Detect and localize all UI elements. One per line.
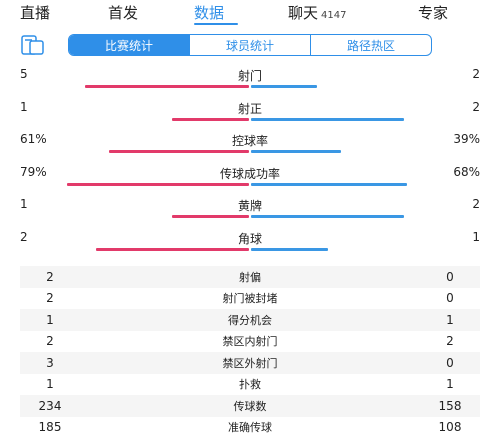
table-row: 1 得分机会 1 xyxy=(20,309,480,331)
stat-label: 传球数 xyxy=(233,399,267,413)
home-bar-track xyxy=(19,150,249,153)
home-value: 234 xyxy=(38,398,62,413)
table-row: 234 传球数 158 xyxy=(20,395,480,417)
away-value: 39% xyxy=(453,132,480,146)
away-value: 1 xyxy=(472,229,480,244)
away-bar-track xyxy=(251,247,481,251)
stat-bar-row: 61% 控球率 39% xyxy=(0,129,500,162)
home-value: 2 xyxy=(46,291,54,306)
stat-bar-row: 79% 传球成功率 68% xyxy=(0,162,500,195)
tab-chat[interactable]: 聊天 4147 xyxy=(288,2,346,23)
away-bar xyxy=(251,85,317,88)
away-bar-track xyxy=(251,150,481,153)
home-value: 2 xyxy=(46,269,54,284)
away-value: 1 xyxy=(446,377,454,392)
chat-count-badge: 4147 xyxy=(321,10,347,21)
stat-label: 扑救 xyxy=(239,378,261,392)
home-bar-track xyxy=(19,247,249,251)
home-bar-track xyxy=(19,85,249,88)
home-value: 1 xyxy=(46,312,54,327)
home-value: 79% xyxy=(20,164,47,179)
tab-match-stats[interactable]: 比赛统计 xyxy=(69,35,189,55)
home-bar xyxy=(95,247,249,251)
layout-switch-icon[interactable] xyxy=(20,33,46,57)
away-value: 108 xyxy=(438,420,462,435)
home-value: 185 xyxy=(38,420,62,435)
stat-label: 射偏 xyxy=(239,270,261,284)
sub-nav: 比赛统计 球员统计 路径热区 xyxy=(0,33,500,57)
home-bar xyxy=(108,150,249,153)
home-bar-track xyxy=(19,117,249,121)
stat-bar-row: 1 射正 2 xyxy=(0,97,500,130)
away-bar-track xyxy=(251,85,481,88)
away-value: 158 xyxy=(438,398,462,413)
away-value: 2 xyxy=(446,334,454,349)
stat-bars: 5 射门 2 1 射正 2 61% 控球率 39% 79% 传球成功率 68% 1 黄牌 2 2 角球 1 xyxy=(0,64,500,259)
stats-segment-control: 比赛统计 球员统计 路径热区 xyxy=(68,34,432,56)
stat-label: 禁区外射门 xyxy=(222,356,278,370)
table-row: 185 准确传球 108 xyxy=(20,417,480,439)
away-bar xyxy=(251,247,328,251)
stat-label: 射正 xyxy=(237,101,262,116)
home-value: 1 xyxy=(20,99,28,114)
away-value: 0 xyxy=(446,291,454,306)
stat-bar-row: 5 射门 2 xyxy=(0,64,500,97)
tab-data[interactable]: 数据 xyxy=(194,4,225,22)
tab-lineup[interactable]: 首发 xyxy=(108,4,139,22)
table-row: 3 禁区外射门 0 xyxy=(20,352,480,374)
table-row: 2 射门被封堵 0 xyxy=(20,288,480,310)
home-value: 2 xyxy=(20,229,28,244)
away-bar-track xyxy=(251,117,481,121)
stat-label: 射门被封堵 xyxy=(222,292,278,306)
away-value: 2 xyxy=(472,197,480,211)
home-value: 1 xyxy=(46,377,54,392)
home-value: 5 xyxy=(20,67,28,81)
stat-table: 2 射偏 0 2 射门被封堵 0 1 得分机会 1 2 禁区内射门 2 3 禁区外射门 0 1 扑救 1 234 传球… xyxy=(20,266,480,438)
home-value: 3 xyxy=(46,355,54,370)
away-value: 68% xyxy=(453,164,480,179)
away-bar-track xyxy=(251,215,481,218)
tab-live[interactable]: 直播 xyxy=(20,4,51,22)
stat-label: 控球率 xyxy=(231,134,268,148)
table-row: 2 禁区内射门 2 xyxy=(20,331,480,353)
home-bar xyxy=(172,215,249,218)
home-bar xyxy=(84,85,249,88)
stat-label: 准确传球 xyxy=(228,421,272,435)
stat-label: 传球成功率 xyxy=(219,166,280,181)
away-bar xyxy=(251,182,408,186)
away-value: 2 xyxy=(472,99,480,114)
stat-label: 禁区内射门 xyxy=(222,335,278,349)
stat-bar-row: 1 黄牌 2 xyxy=(0,194,500,227)
tab-expert[interactable]: 专家 xyxy=(418,4,449,22)
away-bar xyxy=(251,117,405,121)
home-bar xyxy=(67,182,249,186)
stat-label: 角球 xyxy=(237,231,262,246)
home-bar-track xyxy=(19,182,249,186)
table-row: 2 射偏 0 xyxy=(20,266,480,288)
away-value: 0 xyxy=(446,269,454,284)
stat-label: 得分机会 xyxy=(228,313,272,327)
away-bar xyxy=(251,150,341,153)
stat-label: 黄牌 xyxy=(237,199,262,213)
stat-bar-row: 2 角球 1 xyxy=(0,227,500,260)
home-value: 1 xyxy=(20,197,28,211)
away-value: 0 xyxy=(446,355,454,370)
tab-chat-label: 聊天 xyxy=(288,4,319,22)
home-value: 61% xyxy=(20,132,47,146)
away-bar xyxy=(251,215,405,218)
top-nav: 直播 首发 数据 聊天 4147 专家 xyxy=(0,0,500,26)
table-row: 1 扑救 1 xyxy=(20,374,480,396)
away-bar-track xyxy=(251,182,481,186)
active-tab-indicator xyxy=(194,23,238,25)
tab-heatmap[interactable]: 路径热区 xyxy=(310,35,431,55)
stat-label: 射门 xyxy=(237,69,262,83)
away-value: 2 xyxy=(472,67,480,81)
home-bar-track xyxy=(19,215,249,218)
home-bar xyxy=(172,117,249,121)
home-value: 2 xyxy=(46,334,54,349)
tab-player-stats[interactable]: 球员统计 xyxy=(189,35,310,55)
away-value: 1 xyxy=(446,312,454,327)
